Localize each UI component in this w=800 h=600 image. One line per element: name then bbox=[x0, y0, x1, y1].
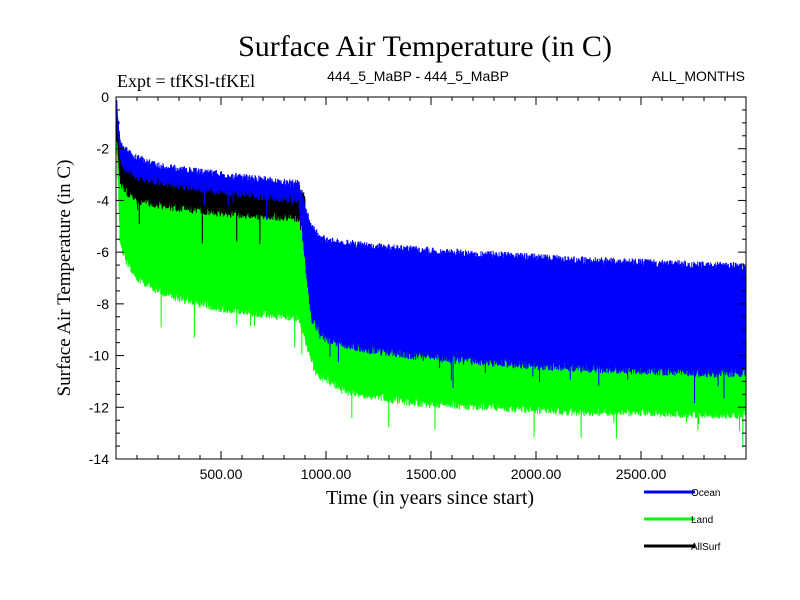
y-tick-label: -6 bbox=[97, 244, 110, 260]
x-tick-label: 2500.00 bbox=[616, 466, 667, 482]
legend-label-ocean: Ocean bbox=[691, 488, 720, 499]
plot-frame bbox=[115, 96, 747, 460]
y-tick-label: 0 bbox=[101, 89, 109, 105]
x-tick-label: 1000.00 bbox=[301, 466, 352, 482]
chart-title: Surface Air Temperature (in C) bbox=[238, 30, 612, 63]
chart-subtitle-center: 444_5_MaBP - 444_5_MaBP bbox=[327, 68, 509, 84]
y-tick-label: -8 bbox=[97, 296, 110, 312]
x-axis-label: Time (in years since start) bbox=[326, 487, 534, 509]
axes-group: 500.00 1000.00 1500.00 2000.00 2500.00 0 -2 -4 -… bbox=[89, 89, 746, 482]
chart-subtitle-right: ALL_MONTHS bbox=[652, 68, 745, 84]
x-tick-label: 500.00 bbox=[200, 466, 243, 482]
legend-label-allsurf: AllSurf bbox=[691, 542, 721, 553]
series-line-ocean bbox=[115, 96, 747, 404]
x-tick-label: 2000.00 bbox=[511, 466, 562, 482]
y-axis-label: Surface Air Temperature (in C) bbox=[54, 160, 75, 397]
y-tick-label: -10 bbox=[89, 348, 109, 364]
plot-series-group bbox=[115, 96, 747, 448]
y-tick-label: -14 bbox=[89, 451, 109, 467]
x-tick-label: 1500.00 bbox=[406, 466, 457, 482]
y-tick-label: -4 bbox=[97, 192, 110, 208]
legend: Ocean Land AllSurf bbox=[644, 488, 721, 553]
y-tick-label: -2 bbox=[97, 141, 110, 157]
y-tick-label: -12 bbox=[89, 399, 109, 415]
legend-label-land: Land bbox=[691, 515, 713, 526]
chart-subtitle-left: Expt = tfKSl-tfKEl bbox=[117, 71, 255, 91]
